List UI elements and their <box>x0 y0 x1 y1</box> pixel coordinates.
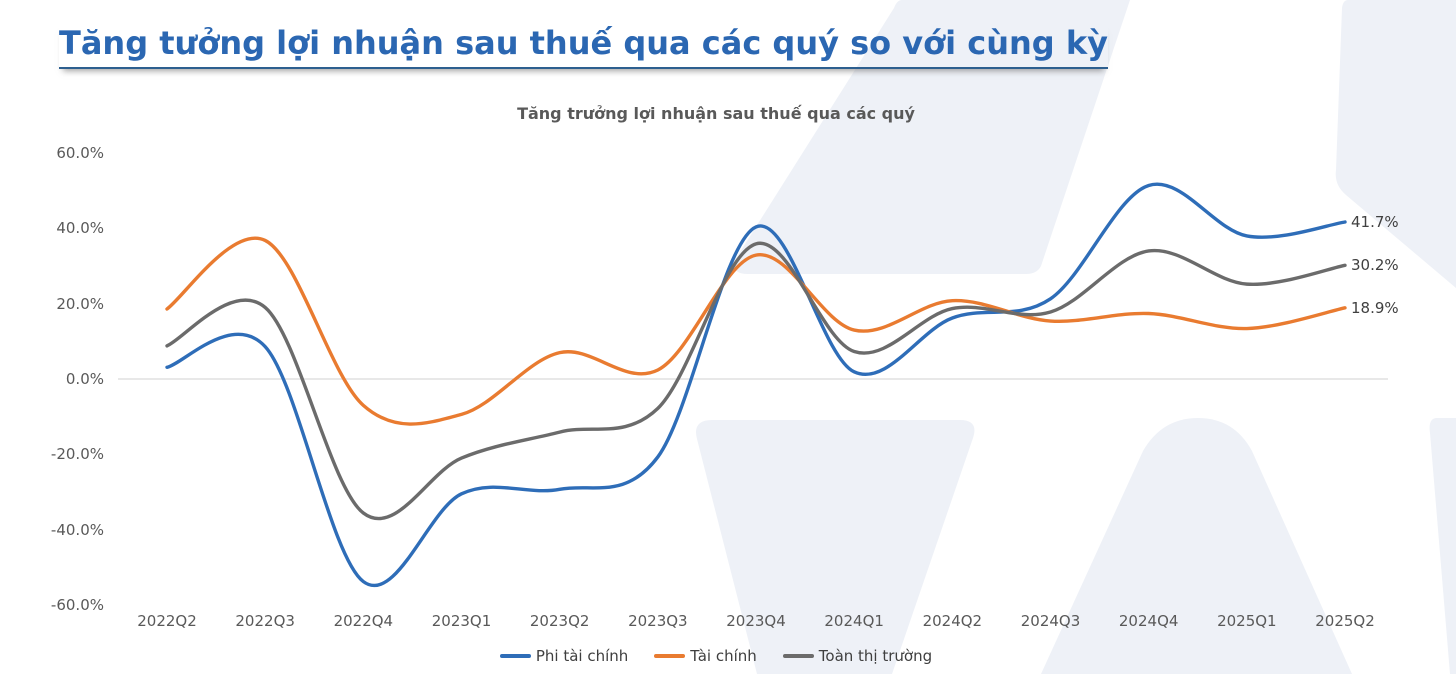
y-axis-tick-label: 40.0% <box>56 219 104 238</box>
x-axis-tick-label: 2024Q4 <box>1118 612 1179 630</box>
x-axis-tick-label: 2022Q4 <box>333 612 394 630</box>
x-axis-tick-label: 2025Q1 <box>1217 612 1277 630</box>
legend-swatch <box>499 654 531 658</box>
series-end-label: 18.9% <box>1351 298 1399 317</box>
legend-item: Phi tài chính <box>499 647 629 665</box>
y-axis-tick-label: 0.0% <box>65 370 104 388</box>
y-axis-tick-label: -60.0% <box>50 595 104 614</box>
y-axis-tick-label: 60.0% <box>56 144 104 163</box>
legend: Phi tài chính Tài chính Toàn thị trường <box>0 647 1432 665</box>
series-line-2 <box>165 241 1347 521</box>
legend-label: Phi tài chính <box>535 647 629 665</box>
series-end-label: 30.2% <box>1351 256 1399 275</box>
legend-label: Toàn thị trường <box>818 647 933 665</box>
watermark-bottom-left-wedge <box>696 420 975 674</box>
x-axis-tick-label: 2022Q2 <box>137 612 197 630</box>
series-line-0 <box>165 182 1347 587</box>
legend-swatch <box>782 654 814 658</box>
x-axis-tick-label: 2023Q3 <box>628 612 688 630</box>
watermark-bottom-right-sliver <box>1429 418 1456 674</box>
x-axis-tick-label: 2022Q3 <box>235 612 295 630</box>
x-axis-tick-label: 2024Q3 <box>1020 612 1081 630</box>
x-axis-tick-label: 2024Q2 <box>922 612 983 630</box>
legend-label: Tài chính <box>690 647 757 665</box>
watermark-top-right-band <box>1335 0 1456 288</box>
legend-item: Toàn thị trường <box>782 647 933 665</box>
x-axis-tick-label: 2024Q1 <box>824 612 884 630</box>
legend-item: Tài chính <box>654 647 757 665</box>
page-title: Tăng tưởng lợi nhuận sau thuế qua các qu… <box>59 24 1108 69</box>
chart-title: Tăng trưởng lợi nhuận sau thuế qua các q… <box>517 104 915 123</box>
series-end-label: 41.7% <box>1351 212 1399 231</box>
x-axis-tick-label: 2023Q1 <box>431 612 492 630</box>
series-line-1 <box>165 236 1347 426</box>
y-axis-tick-label: -40.0% <box>50 520 104 539</box>
x-axis-tick-label: 2023Q2 <box>529 612 590 630</box>
x-axis-tick-label: 2025Q2 <box>1315 612 1375 630</box>
y-axis-tick-label: 20.0% <box>56 294 104 313</box>
x-axis-tick-label: 2023Q4 <box>726 612 786 630</box>
watermark-bottom-dome <box>1041 418 1352 674</box>
legend-swatch <box>654 654 686 658</box>
y-axis-tick-label: -20.0% <box>50 445 104 464</box>
